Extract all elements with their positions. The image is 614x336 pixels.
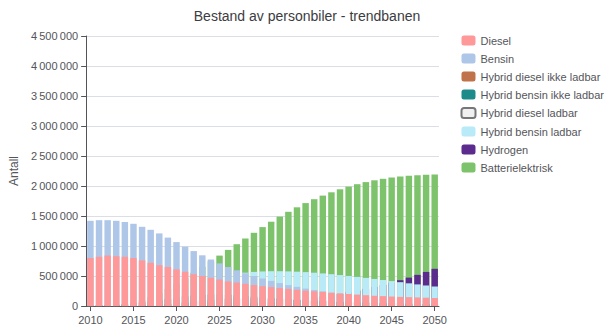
svg-text:4 000 000: 4 000 000: [31, 60, 78, 72]
svg-text:Hybrid bensin ikke ladbar: Hybrid bensin ikke ladbar: [480, 89, 604, 101]
svg-text:Antall: Antall: [7, 156, 21, 186]
svg-text:1 000 000: 1 000 000: [31, 240, 78, 252]
svg-text:Batterielektrisk: Batterielektrisk: [480, 162, 553, 174]
svg-text:4 500 000: 4 500 000: [31, 30, 78, 42]
svg-text:2 000 000: 2 000 000: [31, 180, 78, 192]
svg-text:2050: 2050: [422, 314, 446, 326]
svg-text:3 000 000: 3 000 000: [31, 120, 78, 132]
svg-text:Diesel: Diesel: [480, 35, 511, 47]
svg-text:2030: 2030: [250, 314, 274, 326]
svg-text:Hybrid bensin ladbar: Hybrid bensin ladbar: [480, 126, 581, 138]
svg-text:2040: 2040: [336, 314, 360, 326]
svg-text:500 000: 500 000: [39, 270, 78, 282]
svg-text:2010: 2010: [78, 314, 102, 326]
svg-text:Hydrogen: Hydrogen: [480, 144, 528, 156]
svg-text:2015: 2015: [121, 314, 145, 326]
svg-text:Bestand av personbiler - trend: Bestand av personbiler - trendbanen: [194, 8, 420, 24]
svg-text:2045: 2045: [379, 314, 403, 326]
svg-text:2035: 2035: [293, 314, 317, 326]
svg-text:3 500 000: 3 500 000: [31, 90, 78, 102]
svg-text:2 500 000: 2 500 000: [31, 150, 78, 162]
svg-text:Hybrid diesel ladbar: Hybrid diesel ladbar: [480, 107, 578, 119]
svg-text:1 500 000: 1 500 000: [31, 210, 78, 222]
svg-text:2025: 2025: [207, 314, 231, 326]
svg-text:2020: 2020: [164, 314, 188, 326]
svg-text:0: 0: [72, 300, 78, 312]
svg-text:Hybrid diesel ikke ladbar: Hybrid diesel ikke ladbar: [480, 71, 600, 83]
svg-text:Bensin: Bensin: [480, 53, 514, 65]
